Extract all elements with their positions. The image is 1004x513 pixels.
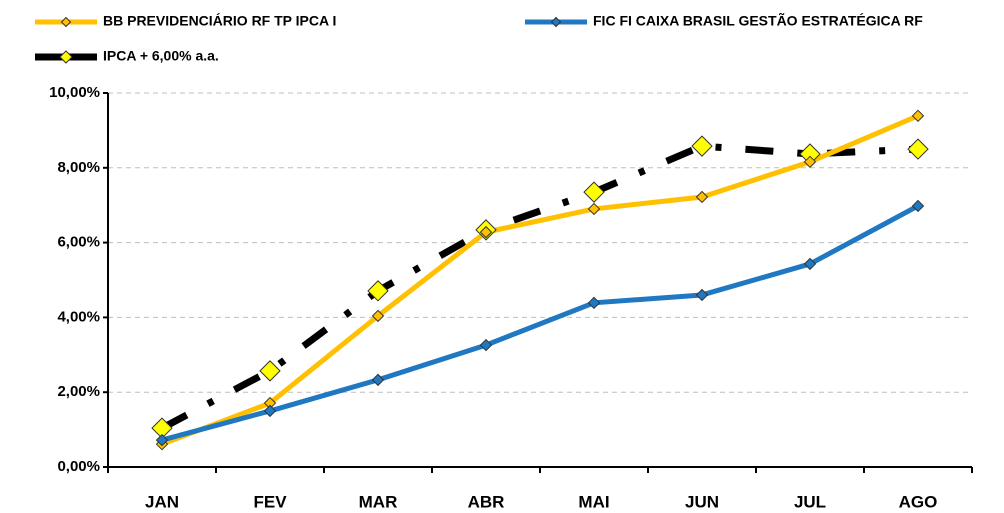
y-tick-label: 2,00% xyxy=(57,383,100,400)
series-line xyxy=(161,203,920,443)
point-marker xyxy=(907,138,929,160)
y-tick-label: 4,00% xyxy=(57,308,100,325)
x-tick-label: JUN xyxy=(685,492,719,511)
legend-label: FIC FI CAIXA BRASIL GESTÃO ESTRATÉGICA R… xyxy=(593,12,923,29)
legend-marker xyxy=(550,16,562,28)
point-marker xyxy=(479,225,493,239)
point-marker xyxy=(691,135,713,157)
y-tick-label: 8,00% xyxy=(57,159,100,176)
x-tick-label: AGO xyxy=(899,492,938,511)
point-marker xyxy=(695,190,709,204)
y-tick-label: 10,00% xyxy=(49,84,100,101)
legend-marker xyxy=(59,50,73,64)
x-tick-label: FEV xyxy=(253,492,287,511)
x-tick-label: ABR xyxy=(468,492,505,511)
point-marker xyxy=(911,109,925,123)
point-marker xyxy=(803,155,817,169)
point-marker xyxy=(587,202,601,216)
x-tick-label: MAR xyxy=(359,492,398,511)
point-marker xyxy=(155,433,169,447)
series-line xyxy=(161,113,919,447)
y-tick-label: 6,00% xyxy=(57,234,100,251)
point-marker xyxy=(371,373,385,387)
legend-label: IPCA + 6,00% a.a. xyxy=(103,48,219,64)
point-marker xyxy=(583,181,605,203)
point-marker xyxy=(587,296,601,310)
point-marker xyxy=(259,360,281,382)
point-marker xyxy=(367,280,389,302)
x-tick-label: JUL xyxy=(794,492,826,511)
x-tick-label: MAI xyxy=(578,492,609,511)
x-tick-label: JAN xyxy=(145,492,179,511)
point-marker xyxy=(695,288,709,302)
point-marker xyxy=(803,257,817,271)
point-marker xyxy=(371,309,385,323)
point-marker xyxy=(263,404,277,418)
series-line xyxy=(160,142,919,432)
point-marker xyxy=(479,338,493,352)
point-marker xyxy=(911,199,925,213)
legend-label: BB PREVIDENCIÁRIO RF TP IPCA I xyxy=(103,13,336,29)
y-tick-label: 0,00% xyxy=(57,458,100,475)
legend-marker xyxy=(60,16,72,28)
